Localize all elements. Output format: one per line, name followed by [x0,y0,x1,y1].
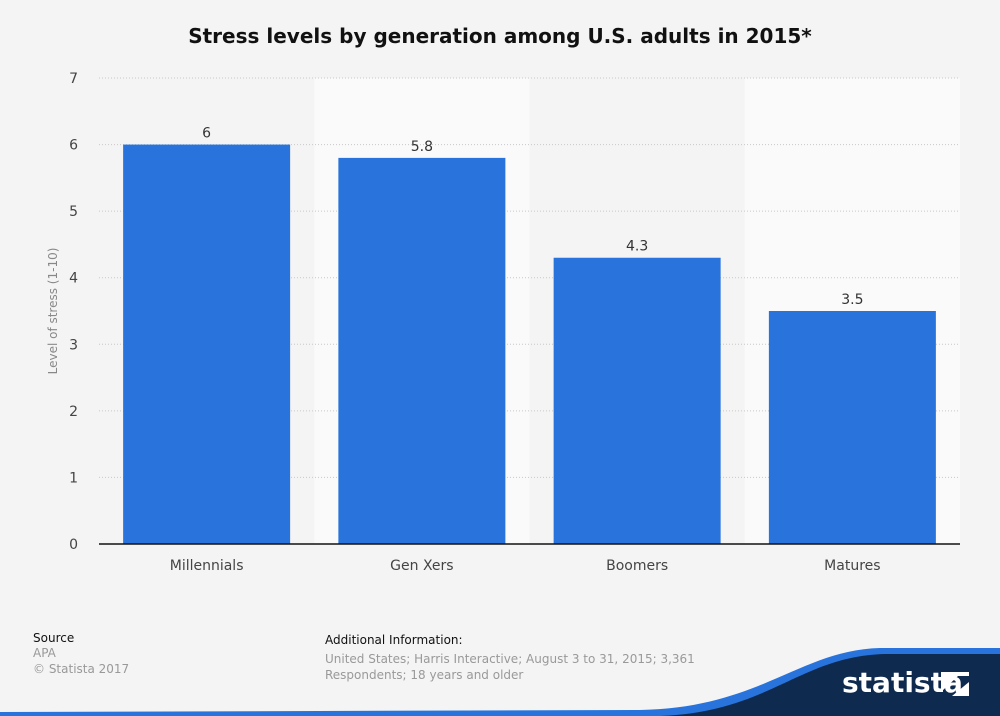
info-text: United States; Harris Interactive; Augus… [325,651,725,683]
info-line-2: Respondents; 18 years and older [325,668,524,682]
data-label: 3.5 [841,292,863,308]
bar [553,257,721,544]
source-block: Source APA © Statista 2017 [33,631,129,677]
data-label: 4.3 [626,239,648,255]
y-axis-title: Level of stress (1-10) [46,248,60,375]
brand-swoosh [660,654,1000,716]
info-heading: Additional Information: [325,633,463,647]
y-tick-label: 6 [69,138,78,154]
brand-name: statista [842,666,963,699]
x-tick-label: Millennials [170,558,244,574]
statista-logo-icon [941,672,969,696]
chart-title: Stress levels by generation among U.S. a… [188,24,812,48]
bar [338,157,506,544]
info-line-1: United States; Harris Interactive; Augus… [325,652,695,666]
data-label: 5.8 [411,139,433,155]
y-tick-label: 3 [69,337,78,353]
copyright: © Statista 2017 [33,662,130,676]
source-name[interactable]: APA [33,646,56,660]
statista-logo[interactable]: statista [842,666,963,699]
x-tick-label: Gen Xers [390,558,453,574]
data-label: 6 [202,126,211,142]
bar [123,144,291,545]
y-tick-label: 7 [69,71,78,87]
source-heading: Source [33,631,75,645]
x-tick-label: Boomers [606,558,668,574]
additional-info-block: Additional Information: United States; H… [325,633,725,683]
y-tick-label: 1 [69,470,78,486]
bar [768,311,936,544]
y-tick-label: 0 [69,537,78,553]
y-tick-label: 2 [69,404,78,420]
y-tick-label: 5 [69,204,78,220]
y-tick-label: 4 [69,271,78,287]
x-tick-label: Matures [824,558,880,574]
